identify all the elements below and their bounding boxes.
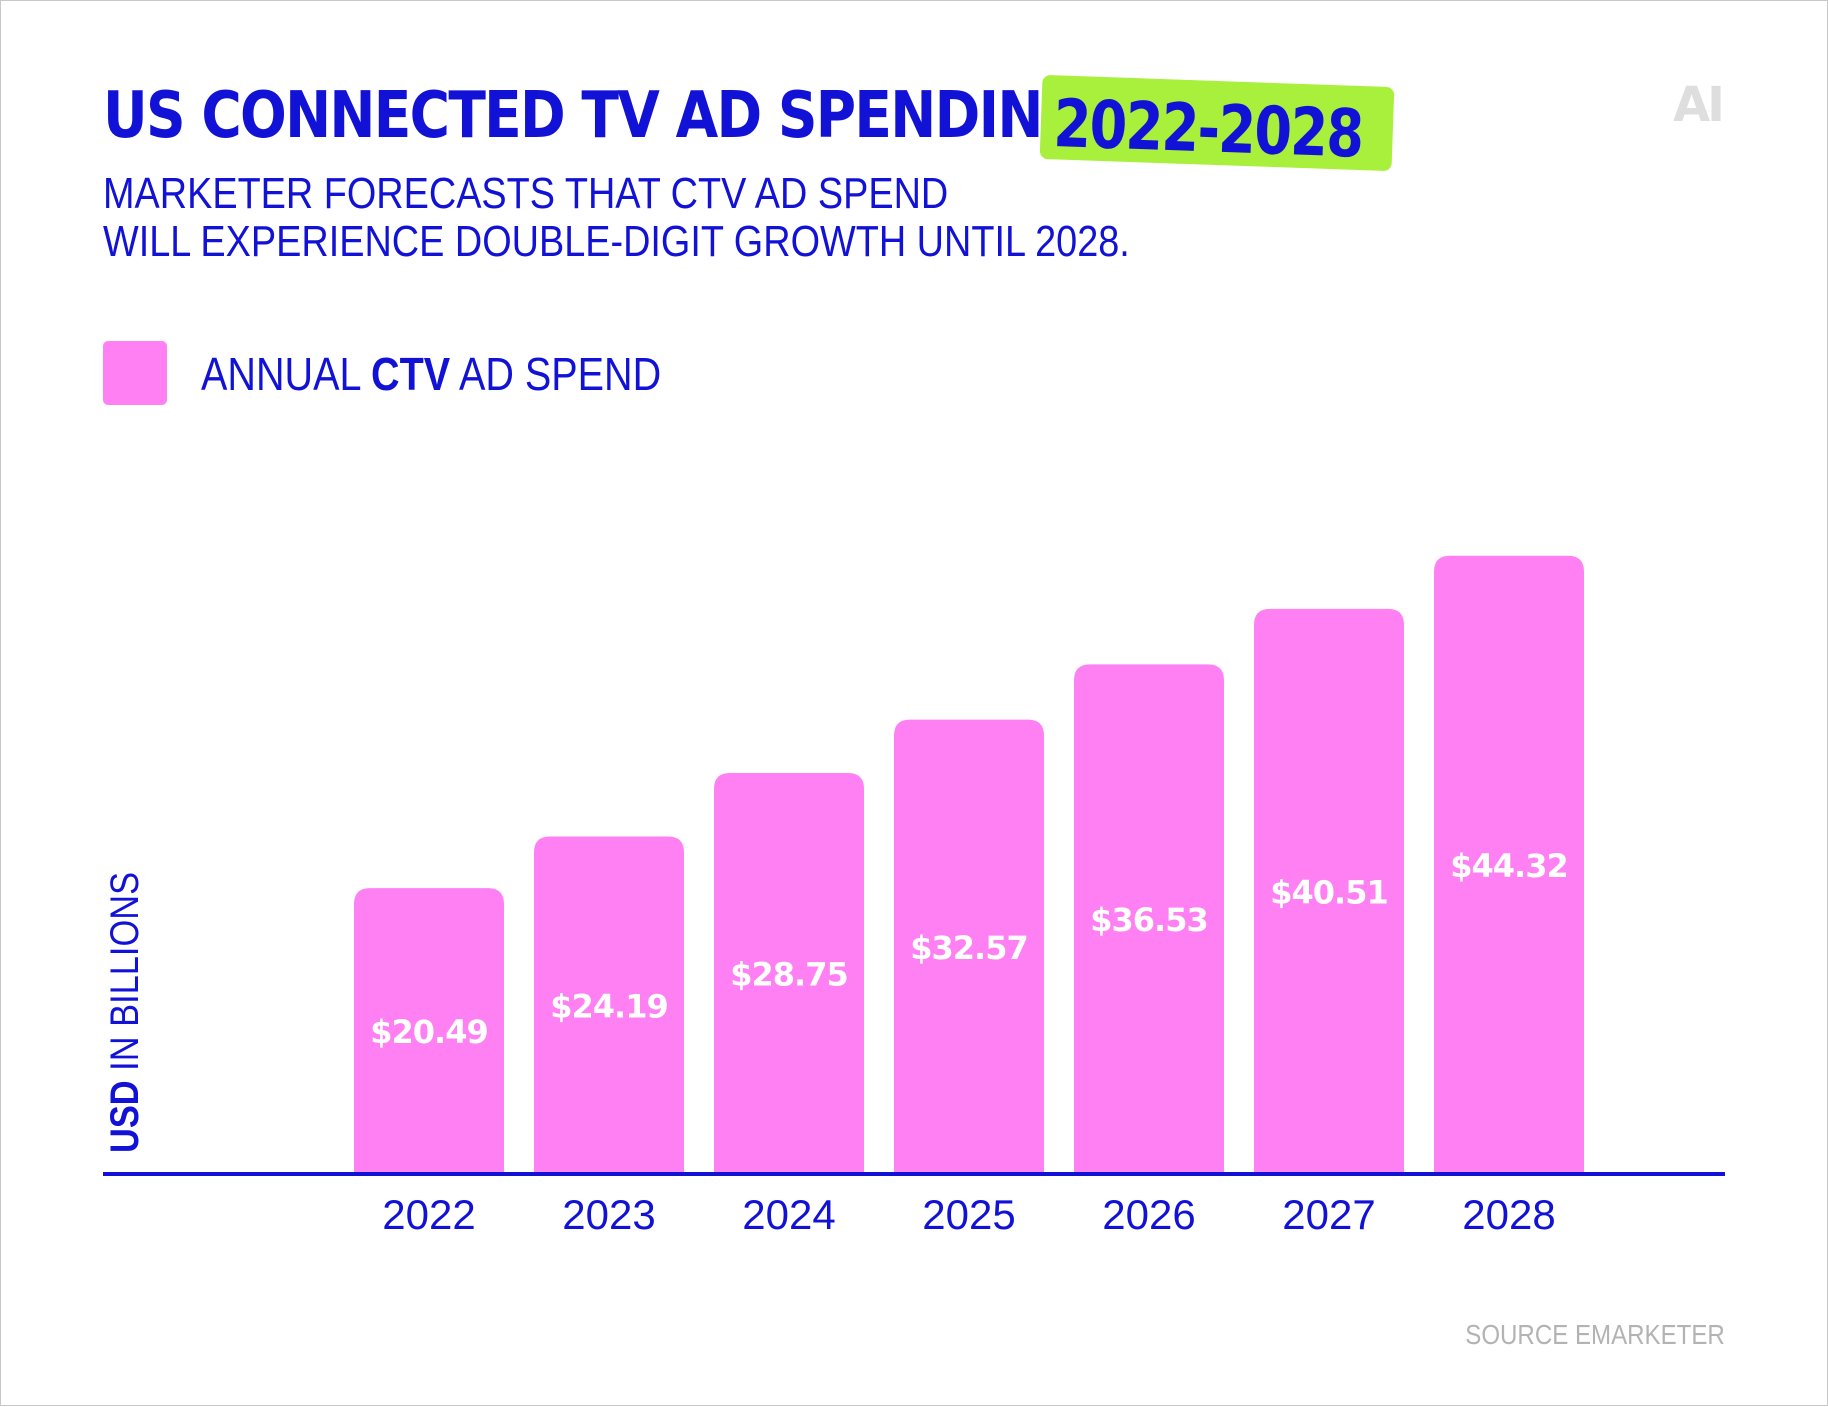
bar-value-label: $40.51 (1270, 873, 1387, 911)
bar-value-label: $32.57 (910, 929, 1027, 967)
legend-label: ANNUAL CTV AD SPEND (201, 347, 661, 401)
x-tick-label: 2023 (562, 1191, 655, 1238)
x-tick-label: 2028 (1462, 1191, 1555, 1238)
bar-2022 (354, 888, 504, 1174)
bar-value-label: $44.32 (1450, 847, 1567, 885)
bar-value-label: $20.49 (370, 1013, 487, 1051)
x-tick-label: 2024 (742, 1191, 835, 1238)
x-tick-label: 2026 (1102, 1191, 1195, 1238)
bar-2027 (1254, 608, 1404, 1174)
page-title: US CONNECTED TV AD SPENDING (103, 79, 1087, 153)
bar-2023 (534, 836, 684, 1174)
bar-2024 (714, 772, 864, 1174)
bar-value-label: $36.53 (1090, 901, 1207, 939)
source-note: SOURCE EMARKETER (1465, 1319, 1725, 1350)
legend-label-suffix: AD SPEND (450, 348, 662, 400)
x-tick-label: 2027 (1282, 1191, 1375, 1238)
bar-2025 (894, 719, 1044, 1174)
legend-label-bold: CTV (371, 348, 451, 400)
subtitle-line-2: WILL EXPERIENCE DOUBLE-DIGIT GROWTH UNTI… (103, 217, 1130, 266)
brand-logo: AI (1673, 77, 1725, 133)
bar-value-label: $28.75 (730, 955, 847, 993)
bar-value-label: $24.19 (550, 987, 667, 1025)
bar-2026 (1074, 664, 1224, 1174)
subtitle-line-1: MARKETER FORECASTS THAT CTV AD SPEND (103, 169, 949, 218)
legend-swatch (103, 341, 167, 405)
x-tick-label: 2025 (922, 1191, 1015, 1238)
legend-label-prefix: ANNUAL (201, 348, 372, 400)
bar-2028 (1434, 555, 1584, 1174)
x-tick-label: 2022 (382, 1191, 475, 1238)
